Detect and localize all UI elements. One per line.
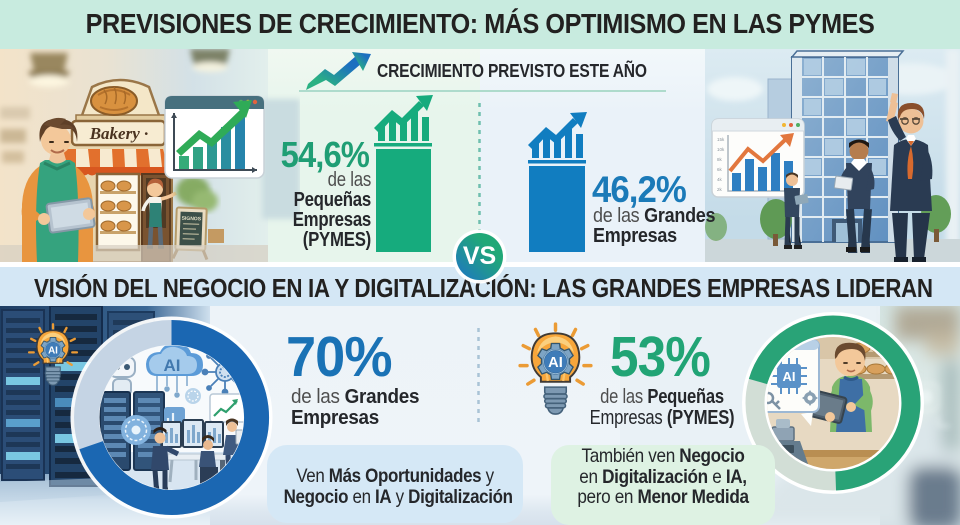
svg-text:6k: 6k xyxy=(717,167,723,172)
svg-text:SIGNOS: SIGNOS xyxy=(182,216,202,223)
svg-text:4k: 4k xyxy=(717,177,723,182)
svg-text:AI: AI xyxy=(783,369,796,384)
svg-text:8k: 8k xyxy=(717,157,723,162)
svg-text:2k: 2k xyxy=(717,187,723,192)
svg-text:AI: AI xyxy=(164,356,181,375)
svg-text:10k: 10k xyxy=(717,147,725,152)
svg-text:Bakery ·: Bakery · xyxy=(89,124,149,143)
svg-text:15k: 15k xyxy=(717,137,725,142)
